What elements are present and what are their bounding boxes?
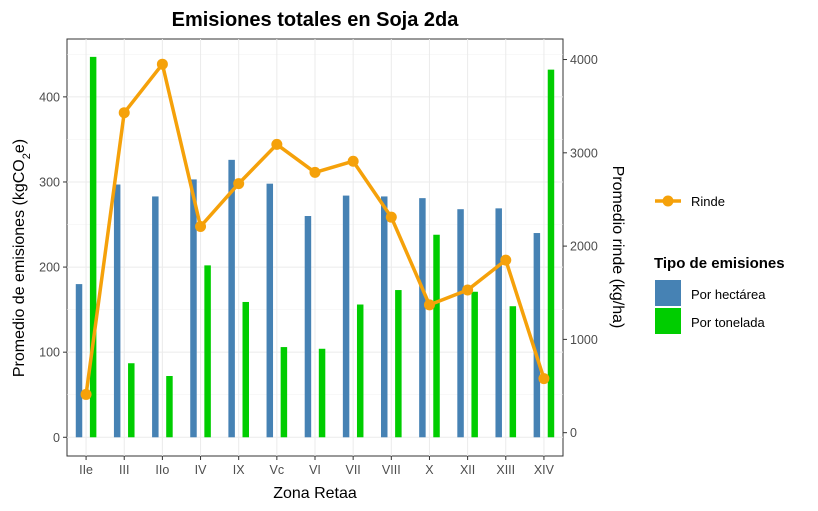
chart-title: Emisiones totales en Soja 2da: [172, 9, 460, 31]
rinde-point: [80, 388, 92, 400]
x-tick-label: IV: [195, 463, 207, 477]
bar-por-hectarea: [190, 179, 197, 438]
rinde-point: [385, 211, 397, 223]
bar-por-hectarea: [228, 159, 235, 438]
x-tick-label: XIII: [496, 463, 515, 477]
y-axis-left-title-suffix: e): [11, 139, 28, 153]
bar-por-tonelada: [166, 376, 173, 438]
x-tick-label: IIo: [155, 463, 169, 477]
y-left-tick-label: 100: [39, 346, 60, 360]
bar-por-tonelada: [89, 56, 97, 438]
bar-por-tonelada: [471, 291, 478, 438]
bar-por-hectarea: [304, 216, 312, 438]
legend-swatch-hectarea: [655, 280, 681, 306]
bar-por-tonelada: [204, 265, 211, 438]
legend: Rinde Tipo de emisiones Por hectárea Por…: [654, 194, 785, 334]
y-left-tick-label: 0: [53, 431, 60, 445]
y-right-tick-label: 2000: [570, 240, 598, 254]
legend-label-hectarea: Por hectárea: [691, 287, 766, 302]
y-axis-right-title: Promedio rinde (kg/ha): [609, 166, 626, 329]
rinde-point: [118, 107, 130, 119]
y-right-tick-label: 4000: [570, 53, 598, 67]
x-tick-label: X: [425, 463, 434, 477]
legend-label-tonelada: Por tonelada: [691, 315, 765, 330]
y-right-tick-label: 0: [570, 426, 577, 440]
bar-por-hectarea: [457, 209, 464, 438]
x-tick-label: IIe: [79, 463, 93, 477]
gridlines: [67, 39, 563, 456]
bar-por-tonelada: [395, 290, 402, 438]
bar-por-hectarea: [113, 184, 121, 438]
bar-por-tonelada: [547, 69, 555, 438]
rinde-point: [538, 373, 550, 385]
rinde-point: [271, 138, 283, 150]
x-axis-title: Zona Retaa: [273, 485, 357, 502]
bars: [75, 56, 555, 438]
bar-por-tonelada: [509, 306, 517, 438]
rinde-point: [156, 58, 168, 70]
bar-por-tonelada: [433, 234, 440, 438]
y-axis-left-title-main: Promedio de emisiones (kgCO: [11, 159, 28, 377]
bar-por-tonelada: [318, 348, 326, 438]
bar-por-hectarea: [419, 198, 426, 438]
y-axis-left-title: Promedio de emisiones (kgCO2e): [11, 139, 33, 377]
x-tick-label: III: [119, 463, 129, 477]
rinde-point: [347, 155, 359, 167]
bar-por-hectarea: [381, 196, 388, 438]
y-right-tick-label: 3000: [570, 146, 598, 160]
bar-por-hectarea: [342, 195, 350, 438]
bar-por-tonelada: [242, 301, 249, 438]
bar-por-hectarea: [152, 196, 159, 438]
rinde-point: [233, 178, 245, 190]
rinde-line: [80, 58, 550, 400]
rinde-point: [500, 254, 512, 266]
x-tick-label: IX: [233, 463, 245, 477]
rinde-point: [423, 299, 435, 311]
x-tick-label: VII: [346, 463, 361, 477]
bar-por-tonelada: [280, 347, 288, 438]
y-left-tick-label: 300: [39, 175, 60, 189]
x-tick-label: XII: [460, 463, 475, 477]
bar-por-hectarea: [533, 233, 541, 438]
y-right-tick-label: 1000: [570, 333, 598, 347]
y-left-tick-label: 400: [39, 90, 60, 104]
bar-por-tonelada: [128, 363, 135, 438]
legend-rinde-point: [662, 195, 674, 207]
legend-title: Tipo de emisiones: [654, 255, 785, 272]
x-tick-label: VIII: [382, 463, 401, 477]
rinde-point: [309, 166, 321, 178]
rinde-point: [462, 284, 474, 296]
rinde-point: [195, 221, 207, 233]
bar-por-hectarea: [495, 208, 502, 438]
y-left-tick-label: 200: [39, 261, 60, 275]
y-axis-left-title-sub: 2: [21, 153, 33, 159]
x-tick-label: VI: [309, 463, 321, 477]
bar-por-hectarea: [266, 183, 274, 438]
x-tick-label: Vc: [270, 463, 285, 477]
bar-por-tonelada: [356, 304, 364, 438]
x-tick-label: XIV: [534, 463, 555, 477]
bar-por-hectarea: [75, 284, 83, 438]
legend-rinde-label: Rinde: [691, 194, 725, 209]
legend-swatch-tonelada: [655, 308, 681, 334]
